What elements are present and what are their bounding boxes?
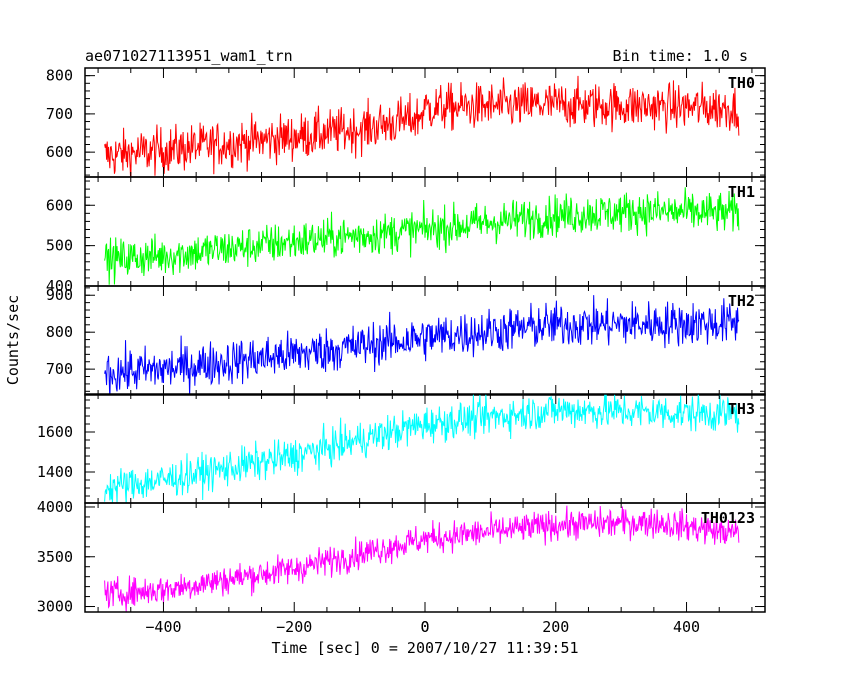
panel-frame: [84, 393, 766, 504]
y-tick-label: 4000: [37, 498, 73, 516]
y-tick-label: 600: [46, 196, 73, 214]
series-line-th1: [104, 187, 740, 285]
x-axis-label: Time [sec] 0 = 2007/10/27 11:39:51: [271, 639, 578, 657]
y-tick-label: 900: [46, 286, 73, 304]
y-tick-label: 600: [46, 143, 73, 161]
panel-label-th0: TH0: [728, 74, 755, 92]
panel-label-th3: TH3: [728, 400, 755, 418]
series-line-th0: [104, 75, 740, 177]
x-tick-label: 0: [420, 618, 429, 636]
series-line-th2: [104, 295, 740, 395]
panel-th0123: 3000 3500 4000 TH0123: [37, 498, 766, 616]
panel-th0: 600 700 800 TH0: [46, 67, 766, 178]
x-tick-label: −400: [145, 618, 181, 636]
panel-label-th1: TH1: [728, 183, 755, 201]
y-tick-label: 1600: [37, 423, 73, 441]
y-tick-label: 800: [46, 67, 73, 85]
y-tick-label: 3000: [37, 598, 73, 616]
y-tick-label: 700: [46, 105, 73, 123]
series-line-th3: [104, 394, 740, 503]
x-tick-label: 200: [542, 618, 569, 636]
y-tick-label: 400: [46, 277, 73, 295]
panel-th1: 400 500 600 TH1: [46, 176, 766, 295]
panel-frame: [84, 67, 766, 178]
panel-th3: 1400 1600 TH3: [37, 393, 766, 504]
series-line-th0123: [104, 505, 740, 612]
y-tick-label: 700: [46, 360, 73, 378]
chart-title: ae071027113951_wam1_trn: [85, 47, 293, 65]
y-axis-label: Counts/sec: [4, 295, 22, 385]
panels-group: 600 700 800 TH0 400 500 600 TH1 700 800 900 TH2 1400…: [37, 67, 766, 616]
y-tick-label: 3500: [37, 548, 73, 566]
y-tick-label: 1400: [37, 463, 73, 481]
x-tick-label: 0: [420, 618, 429, 636]
y-tick-label: 500: [46, 237, 73, 255]
x-tick-label: −200: [276, 618, 312, 636]
panel-th2: 700 800 900 TH2: [46, 285, 766, 396]
x-axis: −400 −200 0 200 4000: [145, 618, 700, 636]
y-tick-label: 800: [46, 323, 73, 341]
x-tick-label: 400: [673, 618, 700, 636]
panel-label-th0123: TH0123: [701, 509, 755, 527]
bin-time-label: Bin time: 1.0 s: [613, 47, 748, 65]
panel-label-th2: TH2: [728, 292, 755, 310]
